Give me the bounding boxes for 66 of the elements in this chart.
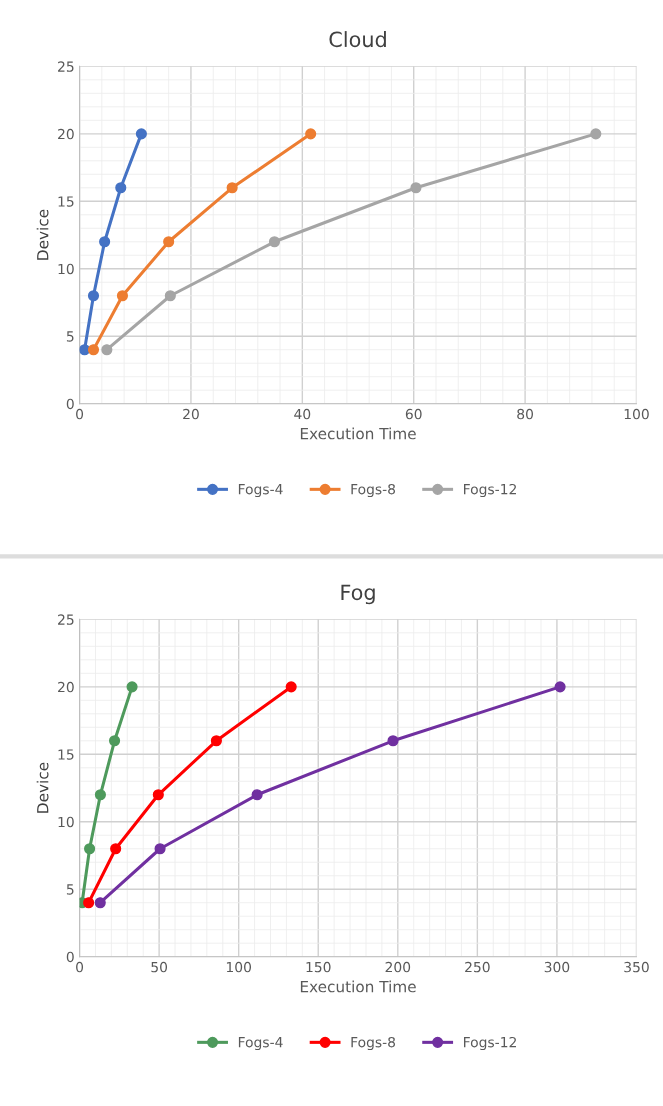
y-tick-label: 10 — [58, 263, 74, 275]
point — [268, 236, 281, 248]
point — [410, 182, 422, 194]
chart-title: Fog — [341, 584, 375, 605]
y-axis-title: Device — [36, 209, 49, 260]
legend-label: Fogs-12 — [464, 1036, 516, 1051]
y-tick-label: 5 — [66, 331, 74, 342]
point — [115, 182, 127, 194]
x-axis-title: Execution Time — [300, 980, 416, 993]
chart-title: Cloud — [329, 31, 386, 48]
x-tick-label: 20 — [183, 408, 199, 420]
point — [285, 681, 297, 693]
y-tick-label: 15 — [58, 749, 74, 760]
point — [94, 897, 106, 909]
point — [84, 843, 96, 855]
point — [554, 681, 566, 693]
legend-label: Fogs-8 — [351, 1036, 396, 1051]
y-tick-label: 25 — [58, 614, 74, 625]
legend-label: Fogs-4 — [238, 484, 283, 498]
point — [210, 735, 222, 747]
point — [109, 735, 121, 747]
point — [387, 735, 399, 747]
point — [87, 344, 100, 356]
y-tick-label: 15 — [58, 196, 74, 207]
x-tick-label: 100 — [226, 961, 252, 973]
legend-label: Fogs-4 — [238, 1037, 283, 1051]
legend-label: Fogs-12 — [464, 483, 516, 498]
point — [94, 789, 106, 801]
x-tick-label: 100 — [624, 408, 649, 420]
y-tick-label: 5 — [66, 884, 74, 895]
point — [305, 128, 317, 140]
point — [226, 182, 238, 194]
point — [251, 789, 263, 801]
y-tick-label: 25 — [58, 61, 74, 72]
y-tick-label: 0 — [66, 398, 74, 410]
y-tick-label: 20 — [58, 128, 74, 140]
x-tick-label: 250 — [465, 961, 490, 973]
x-tick-label: 300 — [544, 961, 570, 973]
x-tick-label: 200 — [385, 961, 411, 973]
point — [154, 843, 166, 855]
x-tick-label: 60 — [405, 408, 422, 420]
y-tick-label: 10 — [58, 816, 74, 828]
x-tick-label: 350 — [624, 961, 649, 973]
point — [152, 789, 164, 801]
x-tick-label: 80 — [517, 408, 534, 420]
y-tick-label: 20 — [58, 681, 74, 693]
point — [110, 843, 122, 855]
legend-label: Fogs-8 — [351, 483, 396, 498]
point — [83, 897, 95, 909]
point — [101, 344, 113, 356]
x-tick-label: 150 — [306, 961, 331, 973]
x-axis-title: Execution Time — [300, 427, 416, 440]
x-tick-label: 0 — [76, 961, 84, 973]
point — [116, 290, 128, 302]
point — [164, 290, 176, 302]
y-axis-title: Device — [36, 762, 49, 813]
point — [590, 128, 602, 140]
x-tick-label: 50 — [151, 961, 168, 973]
point — [87, 290, 100, 302]
point — [163, 236, 175, 248]
point — [99, 236, 111, 248]
point — [135, 128, 147, 140]
x-tick-label: 40 — [294, 408, 311, 420]
y-tick-label: 0 — [66, 951, 74, 963]
point — [126, 681, 138, 693]
x-tick-label: 0 — [76, 408, 84, 420]
